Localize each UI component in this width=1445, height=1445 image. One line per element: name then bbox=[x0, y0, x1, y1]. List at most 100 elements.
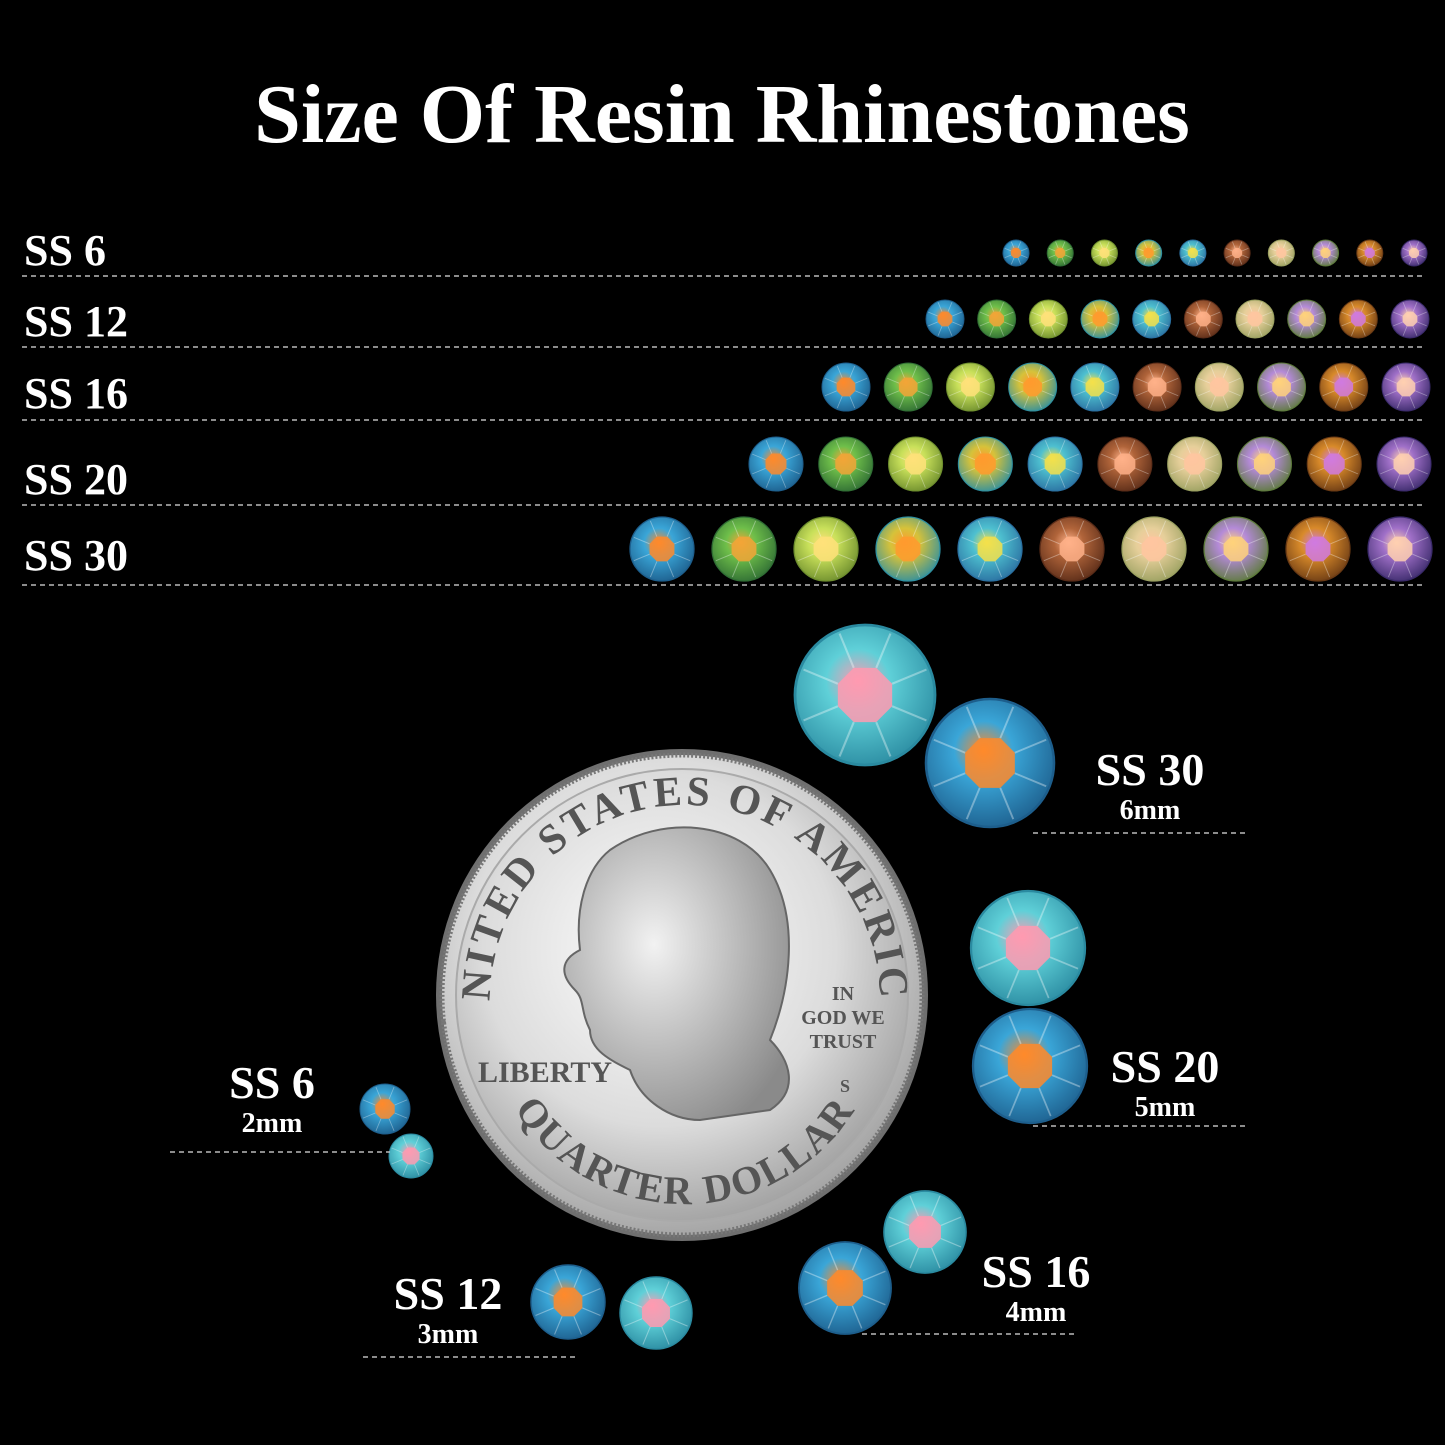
stone-facet bbox=[824, 377, 837, 384]
stone-table bbox=[1184, 453, 1206, 475]
rhinestone bbox=[1319, 362, 1369, 412]
stone-facet bbox=[1166, 536, 1183, 545]
stone-facet bbox=[1144, 302, 1149, 312]
stone-facet bbox=[666, 520, 675, 537]
stone-facet bbox=[1210, 311, 1221, 317]
stone-facet bbox=[824, 390, 837, 397]
stone-facet bbox=[554, 1316, 563, 1335]
stone-facet bbox=[856, 467, 870, 475]
rhinestone bbox=[619, 1276, 693, 1350]
rhinestone bbox=[1090, 239, 1118, 267]
rhinestone bbox=[793, 516, 859, 582]
stone-facet bbox=[1144, 326, 1149, 336]
stone-facet bbox=[1415, 390, 1428, 397]
rhinestone bbox=[888, 436, 944, 492]
stone-facet bbox=[875, 633, 892, 669]
stone-facet bbox=[891, 668, 927, 685]
stone-facet bbox=[1414, 467, 1428, 475]
stone-facet bbox=[1092, 302, 1098, 312]
stone-facet bbox=[1055, 257, 1059, 265]
stone-facet bbox=[1289, 321, 1300, 327]
stone-table bbox=[1059, 536, 1085, 562]
stone-facet bbox=[1002, 553, 1019, 562]
stone-facet bbox=[715, 553, 732, 562]
stone-facet bbox=[362, 1099, 376, 1106]
stone-facet bbox=[1396, 396, 1403, 409]
stone-facet bbox=[1402, 247, 1410, 252]
stone-facet bbox=[855, 377, 868, 384]
stone-facet bbox=[1365, 311, 1376, 317]
stone-facet bbox=[1269, 247, 1277, 252]
row-label: SS 16 bbox=[24, 369, 128, 418]
stone-facet bbox=[1402, 254, 1410, 259]
stone-facet bbox=[1374, 254, 1382, 259]
stone-facet bbox=[909, 1195, 919, 1217]
callout-label: SS 20 bbox=[1111, 1041, 1220, 1092]
stone-facet bbox=[821, 467, 836, 475]
stone-facet bbox=[1225, 254, 1233, 259]
stone-table bbox=[1044, 453, 1066, 475]
stone-facet bbox=[1351, 302, 1356, 312]
stone-table bbox=[1195, 311, 1211, 327]
stone-facet bbox=[1049, 926, 1079, 940]
stone-facet bbox=[797, 536, 814, 545]
stone-facet bbox=[1153, 254, 1161, 259]
stone-table bbox=[1099, 247, 1110, 259]
stone-facet bbox=[891, 453, 906, 461]
stone-facet bbox=[1134, 311, 1145, 317]
stone-table bbox=[989, 311, 1005, 327]
stone-facet bbox=[1170, 453, 1185, 461]
callout-label: SS 30 bbox=[1096, 744, 1205, 795]
stone-facet bbox=[1059, 440, 1066, 454]
stone-facet bbox=[1338, 440, 1345, 454]
stone-facet bbox=[937, 326, 943, 336]
stone-facet bbox=[1101, 467, 1115, 475]
stone-facet bbox=[1020, 254, 1028, 259]
stone-facet bbox=[1371, 553, 1388, 562]
stone-facet bbox=[649, 561, 658, 578]
stone-facet bbox=[849, 365, 856, 378]
stone-facet bbox=[554, 1269, 563, 1288]
stone-facet bbox=[1114, 440, 1121, 454]
stone-facet bbox=[905, 440, 912, 454]
stone-facet bbox=[1158, 561, 1167, 578]
row-label: SS 6 bbox=[24, 226, 106, 275]
stone-facet bbox=[975, 474, 982, 488]
stone-facet bbox=[1073, 390, 1086, 397]
stone-facet bbox=[1260, 390, 1273, 397]
stone-facet bbox=[1109, 254, 1117, 259]
stone-facet bbox=[1102, 302, 1108, 312]
stone-facet bbox=[1198, 377, 1211, 384]
stone-facet bbox=[1248, 536, 1265, 545]
stone-facet bbox=[1320, 241, 1324, 249]
stone-facet bbox=[813, 561, 822, 578]
stone-facet bbox=[1107, 321, 1117, 327]
stone-facet bbox=[1320, 257, 1324, 265]
stone-facet bbox=[1207, 536, 1224, 545]
stone-facet bbox=[1128, 474, 1136, 488]
rhinestone bbox=[875, 516, 941, 582]
stone-facet bbox=[582, 1307, 601, 1316]
rhinestone bbox=[1381, 362, 1431, 412]
stone-facet bbox=[1238, 311, 1248, 317]
callout-size: 3mm bbox=[418, 1319, 479, 1350]
rhinestone bbox=[977, 299, 1017, 339]
stone-facet bbox=[1412, 302, 1418, 312]
stone-facet bbox=[1135, 453, 1149, 461]
stone-facet bbox=[813, 520, 822, 537]
stone-facet bbox=[1031, 321, 1042, 327]
stone-facet bbox=[940, 1238, 962, 1248]
stone-facet bbox=[933, 772, 966, 788]
stone-facet bbox=[1084, 536, 1101, 545]
stone-table bbox=[1141, 536, 1167, 562]
rhinestone bbox=[1194, 362, 1244, 412]
stone-facet bbox=[1154, 326, 1159, 336]
row-label: SS 20 bbox=[24, 455, 128, 504]
stone-facet bbox=[1170, 467, 1185, 475]
stone-facet bbox=[961, 453, 976, 461]
stone-facet bbox=[849, 474, 856, 488]
stone-facet bbox=[1254, 440, 1261, 454]
stone-facet bbox=[1341, 311, 1352, 317]
stone-facet bbox=[1008, 1087, 1022, 1117]
stone-facet bbox=[1409, 396, 1416, 409]
